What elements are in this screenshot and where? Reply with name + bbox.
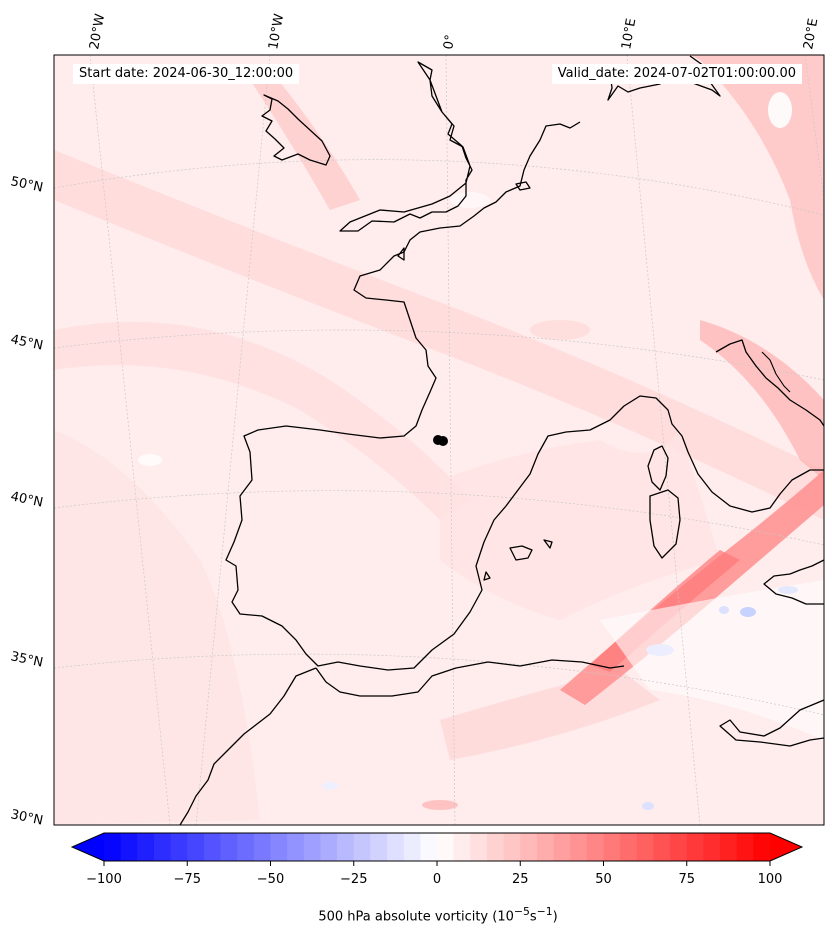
colorbar-segment bbox=[270, 833, 288, 861]
colorbar-segment bbox=[337, 833, 355, 861]
colorbar-segment bbox=[703, 833, 721, 861]
lon-label-20e: 20°E bbox=[801, 17, 821, 50]
colorbar-label-text: 500 hPa absolute vorticity (10 bbox=[318, 909, 514, 925]
map-frame bbox=[53, 54, 825, 826]
colorbar-segment bbox=[403, 833, 421, 861]
colorbar-label-close: ) bbox=[552, 909, 558, 925]
colorbar-tick-label: 50 bbox=[595, 872, 612, 887]
colorbar-segment bbox=[636, 833, 654, 861]
colorbar-segment bbox=[670, 833, 688, 861]
colorbar-segment bbox=[220, 833, 238, 861]
colorbar-segment bbox=[203, 833, 221, 861]
colorbar-segment bbox=[486, 833, 504, 861]
colorbar-tick-label: −100 bbox=[86, 872, 122, 887]
colorbar-tick-label: −25 bbox=[340, 872, 367, 887]
colorbar-segment bbox=[120, 833, 138, 861]
colorbar-tick-label: −50 bbox=[257, 872, 284, 887]
latitude-labels: 50°N 45°N 40°N 35°N 30°N bbox=[9, 174, 44, 826]
colorbar-segment bbox=[104, 833, 122, 861]
colorbar-segment bbox=[503, 833, 521, 861]
colorbar-segments bbox=[72, 833, 802, 861]
colorbar-segment bbox=[153, 833, 171, 861]
colorbar-segment bbox=[253, 833, 271, 861]
location-marker bbox=[433, 435, 448, 446]
colorbar-segment bbox=[287, 833, 305, 861]
colorbar-tick-label: 100 bbox=[758, 872, 783, 887]
colorbar-segment bbox=[586, 833, 604, 861]
start-date-annotation: Start date: 2024-06-30_12:00:00 bbox=[73, 64, 300, 84]
colorbar-label-exp1: −5 bbox=[513, 905, 530, 918]
lon-label-0: 0° bbox=[441, 34, 458, 51]
colorbar-segment bbox=[137, 833, 155, 861]
colorbar-segment bbox=[686, 833, 704, 861]
colorbar-segment bbox=[520, 833, 538, 861]
colorbar-segment bbox=[620, 833, 638, 861]
lon-label-10w: 10°W bbox=[266, 13, 287, 51]
lat-label-30n: 30°N bbox=[9, 807, 44, 826]
colorbar-segment bbox=[736, 833, 754, 861]
colorbar-label-unit: s bbox=[529, 909, 537, 925]
graticule-lines bbox=[54, 55, 824, 825]
colorbar-segment bbox=[536, 833, 554, 861]
colorbar-segment bbox=[353, 833, 371, 861]
lat-label-40n: 40°N bbox=[9, 489, 44, 510]
colorbar-segment bbox=[320, 833, 338, 861]
colorbar-segment bbox=[303, 833, 321, 861]
colorbar-segment bbox=[170, 833, 188, 861]
colorbar-segment bbox=[237, 833, 255, 861]
colorbar-segment bbox=[370, 833, 388, 861]
colorbar-segment bbox=[720, 833, 738, 861]
colorbar-segment bbox=[603, 833, 621, 861]
colorbar-segment bbox=[753, 833, 771, 861]
colorbar-segment bbox=[187, 833, 205, 861]
colorbar-tick-label: 75 bbox=[678, 872, 695, 887]
colorbar-tick-label: −75 bbox=[174, 872, 201, 887]
colorbar-segment bbox=[470, 833, 488, 861]
colorbar-segment bbox=[553, 833, 571, 861]
colorbar-label: 500 hPa absolute vorticity (10−5s−1) bbox=[0, 905, 832, 924]
lat-label-50n: 50°N bbox=[9, 174, 44, 195]
colorbar-segment bbox=[437, 833, 455, 861]
colorbar: −100 −75 −50 −25 0 25 50 75 100 bbox=[70, 832, 804, 887]
colorbar-segment bbox=[387, 833, 405, 861]
colorbar-tick-label: 25 bbox=[512, 872, 529, 887]
colorbar-segment bbox=[420, 833, 438, 861]
colorbar-extend-low bbox=[72, 833, 104, 861]
lon-label-10e: 10°E bbox=[619, 17, 639, 50]
longitude-labels: 20°W 10°W 0° 10°E 20°E bbox=[87, 13, 821, 51]
colorbar-segment bbox=[453, 833, 471, 861]
lon-label-20w: 20°W bbox=[87, 13, 108, 51]
colorbar-tick-label: 0 bbox=[433, 872, 441, 887]
colorbar-segment bbox=[653, 833, 671, 861]
colorbar-label-exp2: −1 bbox=[536, 905, 553, 918]
colorbar-segment bbox=[570, 833, 588, 861]
colorbar-extend-high bbox=[770, 833, 802, 861]
lat-label-45n: 45°N bbox=[9, 332, 44, 353]
vorticity-field bbox=[54, 55, 824, 825]
valid-date-annotation: Valid_date: 2024-07-02T01:00:00.00 bbox=[551, 64, 802, 84]
colorbar-ticks: −100 −75 −50 −25 0 25 50 75 100 bbox=[86, 861, 782, 887]
lat-label-35n: 35°N bbox=[9, 649, 44, 670]
vorticity-map: 20°W 10°W 0° 10°E 20°E 50°N 45°N 40°N 35… bbox=[9, 13, 825, 826]
